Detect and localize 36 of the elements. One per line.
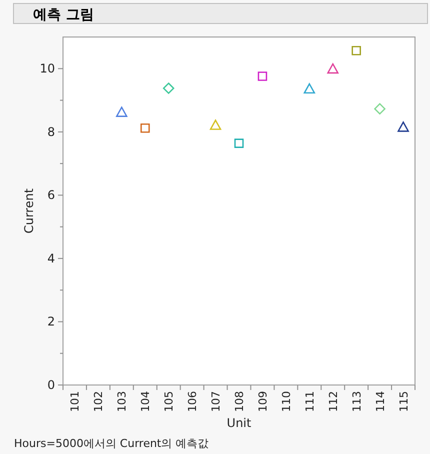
x-axis-title: Unit (226, 416, 252, 430)
point (234, 138, 244, 148)
x-tick-label: 114 (374, 391, 387, 412)
x-tick-label: 113 (350, 391, 364, 412)
y-tick-label: 2 (47, 314, 55, 329)
x-tick-label: 103 (116, 391, 129, 412)
x-tick-label: 106 (186, 391, 200, 412)
y-axis-title: Current (22, 188, 36, 234)
x-tick-label: 107 (210, 391, 223, 412)
point (352, 46, 361, 56)
x-tick-label: 111 (303, 391, 316, 412)
x-tick-label: 108 (233, 391, 246, 412)
x-tick-label: 115 (397, 391, 410, 412)
x-tick-label: 109 (256, 391, 270, 412)
point (398, 122, 409, 132)
point (116, 106, 128, 117)
y-tick-label: 6 (47, 188, 55, 202)
y-tick-label: 4 (47, 251, 55, 266)
point (140, 123, 150, 133)
x-tick-label: 104 (139, 391, 152, 412)
x-tick-label: 112 (326, 391, 340, 412)
y-tick-label: 0 (47, 378, 55, 392)
point (258, 72, 268, 81)
x-tick-label: 105 (162, 391, 176, 412)
point (304, 83, 316, 94)
y-tick-label: 8 (47, 124, 55, 139)
text: Hours=5000에서의 Current의 예측값 (14, 437, 209, 450)
point (374, 103, 386, 114)
x-tick-label: 102 (92, 391, 106, 412)
point (327, 63, 339, 74)
x-tick-label: 101 (68, 391, 82, 412)
chart-title: 예측 그림 (33, 7, 94, 23)
point (162, 82, 174, 94)
point (210, 120, 222, 130)
y-tick-label: 10 (40, 62, 55, 76)
x-tick-label: 110 (280, 391, 293, 412)
